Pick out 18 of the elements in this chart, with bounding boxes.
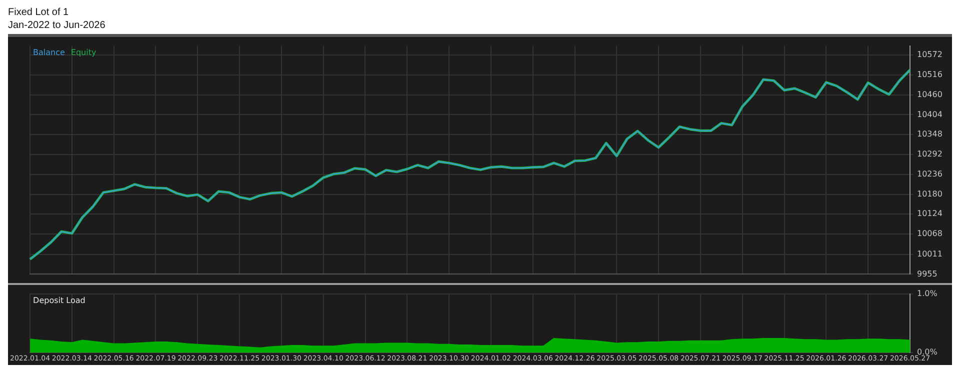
y-tick-label: 10572: [917, 50, 942, 60]
y-tick-label: 10124: [917, 209, 942, 218]
y-tick-label: 10516: [917, 70, 942, 80]
chart-title: Deposit Load: [33, 296, 86, 305]
text: Equity: [70, 48, 96, 57]
chart-subtitle: Jan-2022 to Jun-2026: [8, 19, 106, 32]
y-tick-label: 10348: [917, 130, 942, 139]
y-tick-label: 10236: [917, 169, 942, 178]
y-tick-label: 10292: [917, 150, 942, 159]
y-tick-label: 10460: [917, 90, 942, 99]
chart-title: Fixed Lot of 1: [8, 6, 70, 19]
y-tick-label: 10180: [917, 189, 942, 198]
y-tick-label: 10068: [917, 229, 942, 238]
y-tick-label: 10011: [917, 249, 942, 258]
y-tick-label: 1.0%: [917, 288, 938, 298]
y-tick-label: 9955: [917, 269, 938, 278]
text: Balance: [33, 48, 65, 57]
y-tick-label: 10404: [917, 110, 942, 119]
